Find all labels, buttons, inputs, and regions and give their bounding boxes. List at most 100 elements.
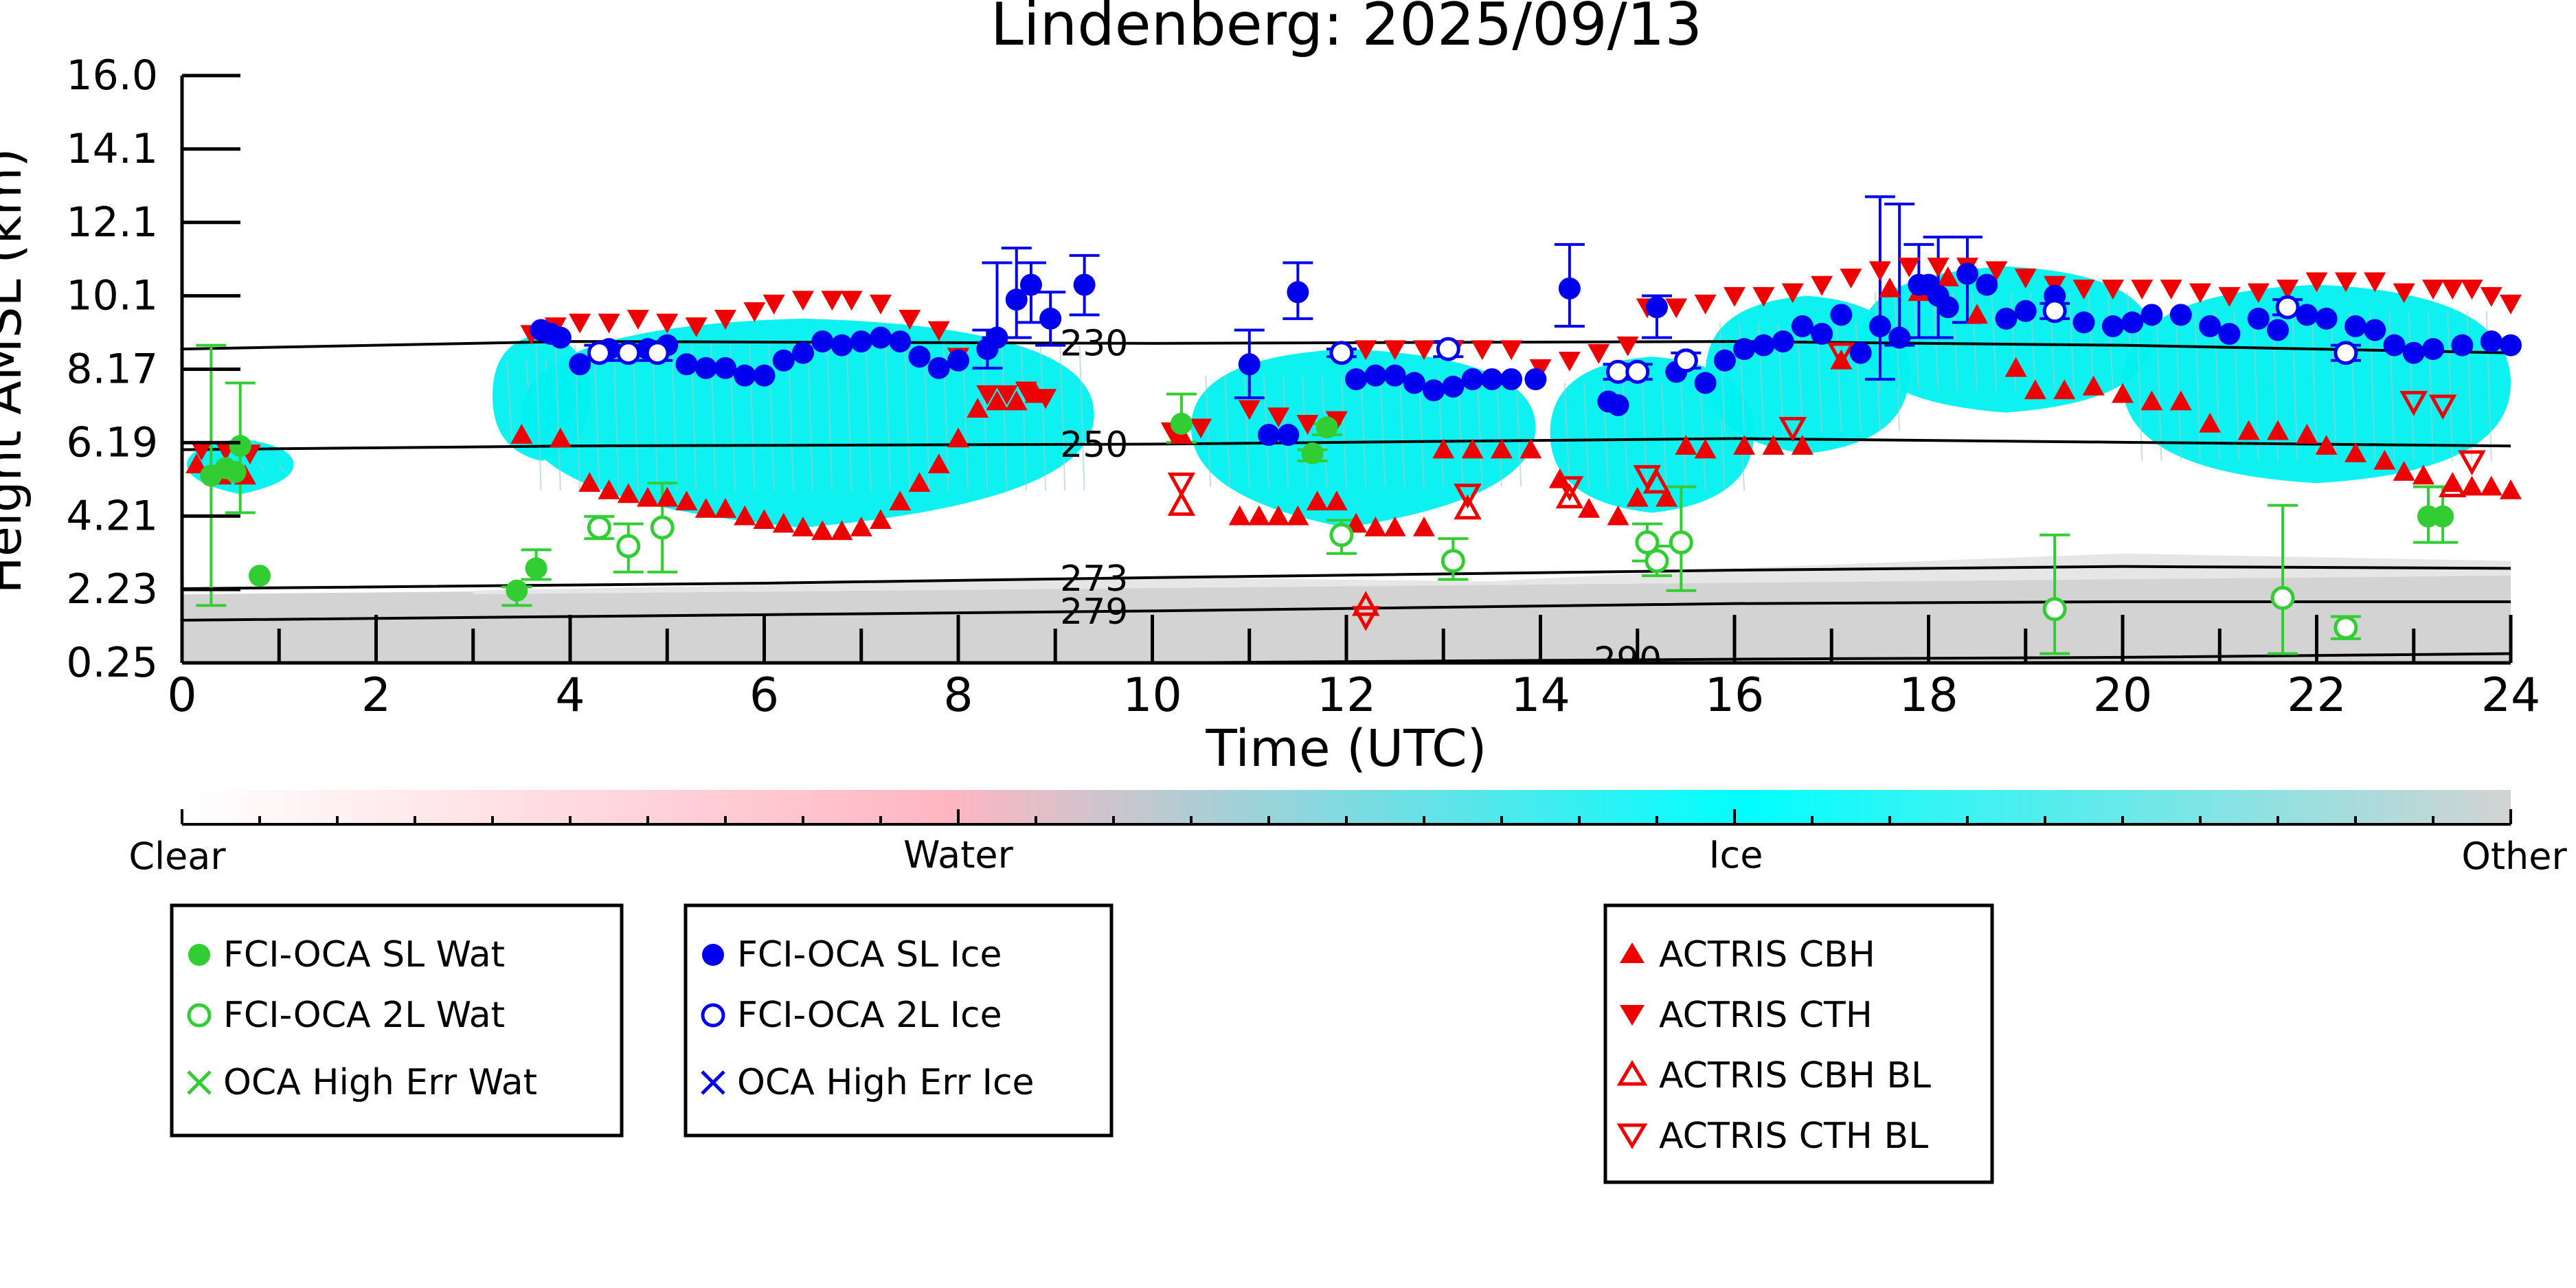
data-point: [1500, 368, 1523, 391]
colorbar-label-clear: Clear: [128, 835, 226, 878]
data-point: [2451, 334, 2474, 357]
data-point: [2247, 307, 2270, 330]
ice-cloud-streak: [1835, 322, 1842, 431]
data-point: [1167, 490, 1196, 516]
data-point: [525, 557, 547, 580]
isotherm-line: [182, 565, 2511, 591]
data-point: [2140, 304, 2163, 326]
legend-marker-open-triangle-down: [1616, 1123, 1648, 1149]
data-point: [510, 424, 533, 444]
data-point: [2024, 379, 2046, 400]
data-point: [1329, 523, 1354, 547]
ice-cloud-streak: [2292, 310, 2298, 461]
isotherm-label: 279: [1060, 591, 1128, 633]
data-point: [2218, 286, 2241, 307]
ice-cloud-streak: [1205, 375, 1212, 487]
ice-cloud-area: [521, 318, 1094, 528]
data-point: [2267, 319, 2289, 341]
y-tick-labels: 0.25 2.23 4.21 6.19 8.17 10.1 12.1 14.1 16.0: [66, 52, 240, 687]
data-point: [1868, 315, 1891, 337]
legend-marker-open-triangle-up: [1616, 1060, 1648, 1086]
data-point: [1781, 283, 1804, 304]
ice-cloud-streak: [1224, 375, 1231, 487]
data-point: [1645, 549, 1669, 574]
data-point: [2082, 375, 2105, 396]
data-point: [1364, 364, 1387, 387]
ice-cloud-streak: [2175, 310, 2182, 461]
data-point: [870, 509, 892, 529]
data-point: [637, 486, 659, 507]
data-point: [1432, 438, 1455, 459]
y-tick-label: 2.23: [66, 565, 158, 613]
data-point: [1578, 497, 1601, 518]
data-point: [578, 472, 601, 493]
legend-label: ACTRIS CBH: [1659, 934, 1875, 975]
data-point: [831, 520, 853, 541]
data-point: [762, 294, 785, 315]
data-point: [569, 313, 591, 334]
data-point: [2383, 334, 2406, 357]
data-point: [1238, 353, 1261, 376]
data-point: [1607, 394, 1629, 416]
data-point: [1306, 490, 1329, 510]
data-point: [2101, 315, 2124, 337]
legend-marker-x: [187, 1070, 212, 1095]
data-point: [1413, 340, 1435, 361]
data-point: [2364, 272, 2386, 293]
data-point: [1267, 505, 1290, 526]
ice-cloud-streak: [1699, 383, 1706, 491]
data-point: [1772, 330, 1794, 353]
ice-cloud-streak: [613, 345, 620, 491]
ice-cloud-streak: [904, 345, 911, 491]
x-tick-label: 24: [2481, 668, 2541, 723]
ice-cloud-streak: [2330, 310, 2337, 461]
x-axis-label: Time (UTC): [1205, 719, 1487, 778]
ice-cloud-streak: [1515, 375, 1522, 487]
data-point: [2004, 357, 2027, 377]
data-point: [2500, 294, 2522, 315]
ice-cloud-streak: [278, 464, 285, 473]
data-point: [2439, 472, 2467, 497]
data-point: [2364, 319, 2386, 341]
ice-cloud-streak: [923, 345, 930, 491]
x-tick-label: 4: [555, 668, 585, 723]
x-tick-label: 10: [1122, 668, 1182, 723]
ice-cloud-streak: [1661, 383, 1668, 491]
legend-actris: ACTRIS CBH ACTRIS CTH ACTRIS CBH BL ACTR…: [1603, 903, 1994, 1184]
ice-cloud-streak: [1476, 375, 1483, 487]
data-point: [995, 385, 1018, 405]
ice-cloud-streak: [2107, 292, 2114, 391]
data-point: [908, 472, 931, 493]
data-point: [1524, 368, 1547, 391]
data-point: [1927, 258, 1950, 278]
data-point: [2393, 283, 2415, 304]
ice-cloud-streak: [2088, 292, 2094, 391]
data-point: [1607, 505, 1629, 526]
data-point: [1888, 326, 1911, 349]
data-point: [1868, 261, 1891, 282]
data-point: [549, 427, 572, 448]
data-point: [1673, 348, 1698, 373]
ice-cloud-streak: [506, 360, 513, 439]
data-point: [2402, 341, 2425, 364]
y-tick-label: 0.25: [66, 639, 158, 687]
data-point: [1635, 530, 1660, 555]
data-point: [2042, 597, 2067, 622]
data-point: [753, 364, 776, 387]
data-point: [1287, 505, 1309, 526]
data-point: [2399, 391, 2428, 416]
data-point: [1827, 342, 1855, 368]
data-point: [1656, 486, 1678, 507]
data-point: [1791, 435, 1814, 455]
data-point: [1778, 416, 1807, 442]
isotherm-label: 250: [1060, 425, 1128, 466]
data-point: [1633, 465, 1662, 490]
data-point: [821, 291, 844, 311]
data-point: [1995, 307, 2018, 330]
ice-cloud-streak: [1001, 345, 1008, 491]
data-point: [1840, 269, 1862, 289]
data-point: [1413, 516, 1435, 536]
data-point: [1238, 400, 1261, 420]
legend-label: OCA High Err Ice: [737, 1062, 1035, 1103]
